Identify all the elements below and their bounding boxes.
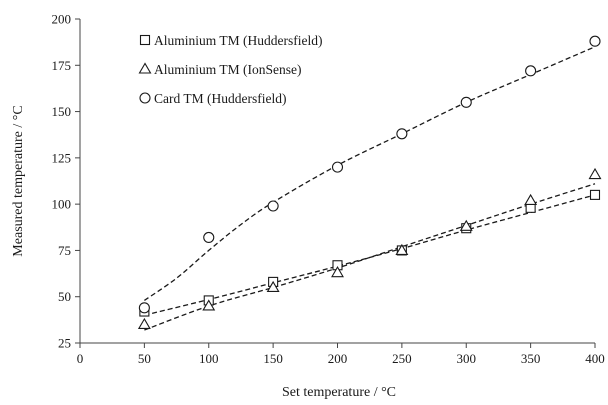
- legend-marker-square: [139, 34, 151, 46]
- data-point-square: [589, 189, 601, 200]
- x-tick-label: 150: [263, 351, 283, 366]
- y-tick-label: 175: [52, 58, 72, 73]
- x-tick-label: 100: [199, 351, 219, 366]
- data-point-circle: [203, 231, 215, 244]
- x-tick-label: 0: [77, 351, 84, 366]
- y-tick-label: 125: [52, 150, 72, 165]
- legend-marker-triangle: [138, 62, 152, 74]
- data-point-triangle: [459, 219, 473, 231]
- data-point-triangle: [331, 266, 344, 278]
- data-point-triangle: [395, 243, 409, 255]
- data-point-circle: [460, 96, 472, 108]
- data-point-circle: [396, 128, 408, 140]
- x-tick-label: 300: [457, 351, 477, 366]
- legend-label: Aluminium TM (IonSense): [154, 62, 302, 77]
- y-tick-label: 100: [52, 197, 72, 212]
- x-axis-title: Set temperature / °C: [282, 385, 396, 400]
- y-tick-label: 50: [58, 289, 71, 304]
- legend-label: Aluminium TM (Huddersfield): [154, 33, 322, 48]
- y-tick-label: 150: [52, 104, 72, 119]
- data-point-triangle: [137, 317, 151, 330]
- y-tick-label: 75: [58, 243, 71, 258]
- y-tick-label: 25: [58, 336, 71, 351]
- x-tick-label: 250: [392, 351, 412, 366]
- data-point-circle: [267, 200, 279, 212]
- data-point-circle: [525, 65, 537, 77]
- data-point-circle: [138, 302, 150, 314]
- trend-lines: [144, 46, 596, 331]
- data-markers: [137, 35, 602, 330]
- legend-marker-circle: [139, 92, 151, 104]
- trend-line-triangle: [144, 183, 596, 331]
- axes: 0 50 100 150 200 250 300 350 400 25 50 75 100 125 150 1…: [52, 12, 605, 367]
- data-point-triangle: [588, 167, 602, 180]
- legend: Aluminium TM (Huddersfield) Aluminium TM …: [138, 33, 322, 106]
- x-tick-label: 350: [521, 351, 541, 366]
- data-point-circle: [331, 161, 344, 173]
- data-point-triangle: [266, 280, 280, 293]
- y-tick-label: 200: [52, 12, 72, 27]
- trend-line-circle: [144, 46, 596, 301]
- data-point-triangle: [524, 193, 538, 205]
- legend-label: Card TM (Huddersfield): [154, 91, 286, 106]
- x-tick-label: 200: [328, 351, 348, 366]
- data-point-triangle: [202, 299, 216, 311]
- x-tick-label: 400: [585, 351, 605, 366]
- x-tick-label: 50: [138, 351, 151, 366]
- data-point-circle: [589, 35, 601, 47]
- y-axis-title: Measured temperature / °C: [11, 105, 26, 256]
